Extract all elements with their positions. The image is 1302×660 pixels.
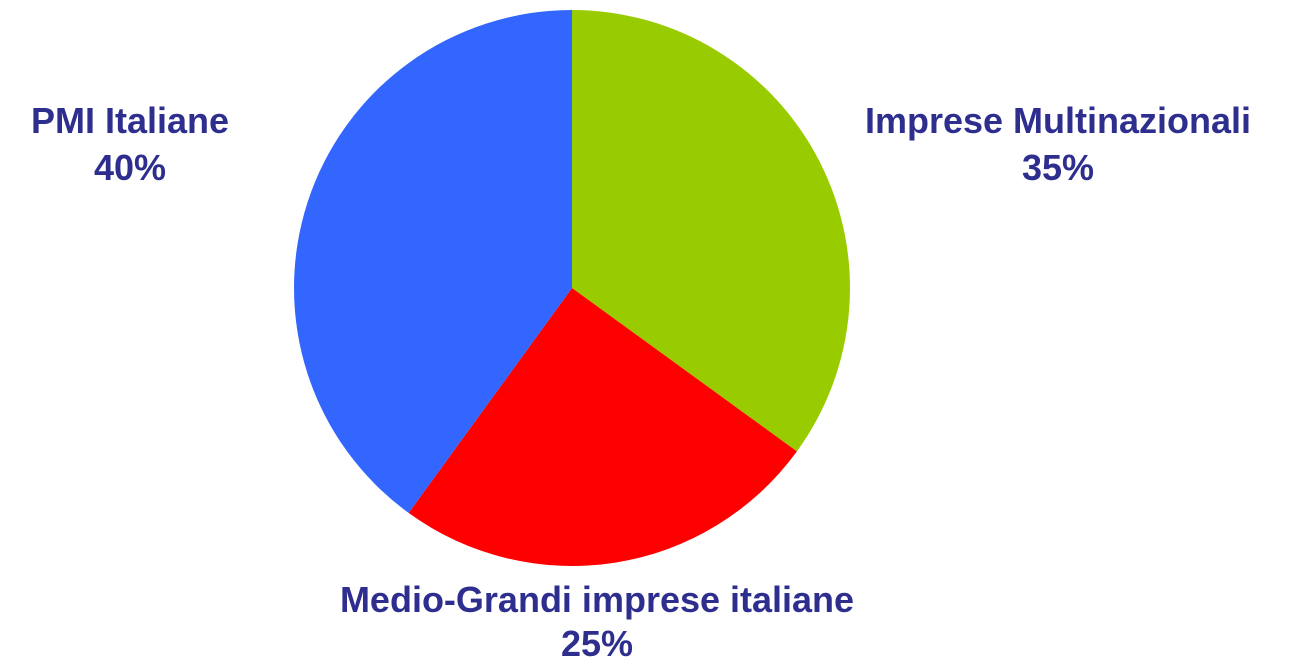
slice-label-multinazionali: Imprese Multinazionali bbox=[865, 100, 1251, 141]
slice-label-pmi: PMI Italiane bbox=[31, 100, 229, 141]
pie-slices bbox=[293, 10, 851, 567]
slice-value-pmi: 40% bbox=[94, 147, 166, 188]
slice-value-multinazionali: 35% bbox=[1022, 147, 1094, 188]
slice-label-group-medio-grandi: Medio-Grandi imprese italiane 25% bbox=[340, 579, 854, 660]
pie-slice-imprese-multinazionali bbox=[572, 10, 851, 452]
slice-value-medio-grandi: 25% bbox=[561, 623, 633, 660]
slice-label-group-multinazionali: Imprese Multinazionali 35% bbox=[865, 100, 1251, 188]
slice-label-group-pmi: PMI Italiane 40% bbox=[31, 100, 229, 188]
pie-slice-medio-grandi-imprese-italiane bbox=[408, 288, 797, 567]
slice-label-medio-grandi: Medio-Grandi imprese italiane bbox=[340, 579, 854, 620]
pie-slice-pmi-italiane bbox=[293, 10, 572, 513]
